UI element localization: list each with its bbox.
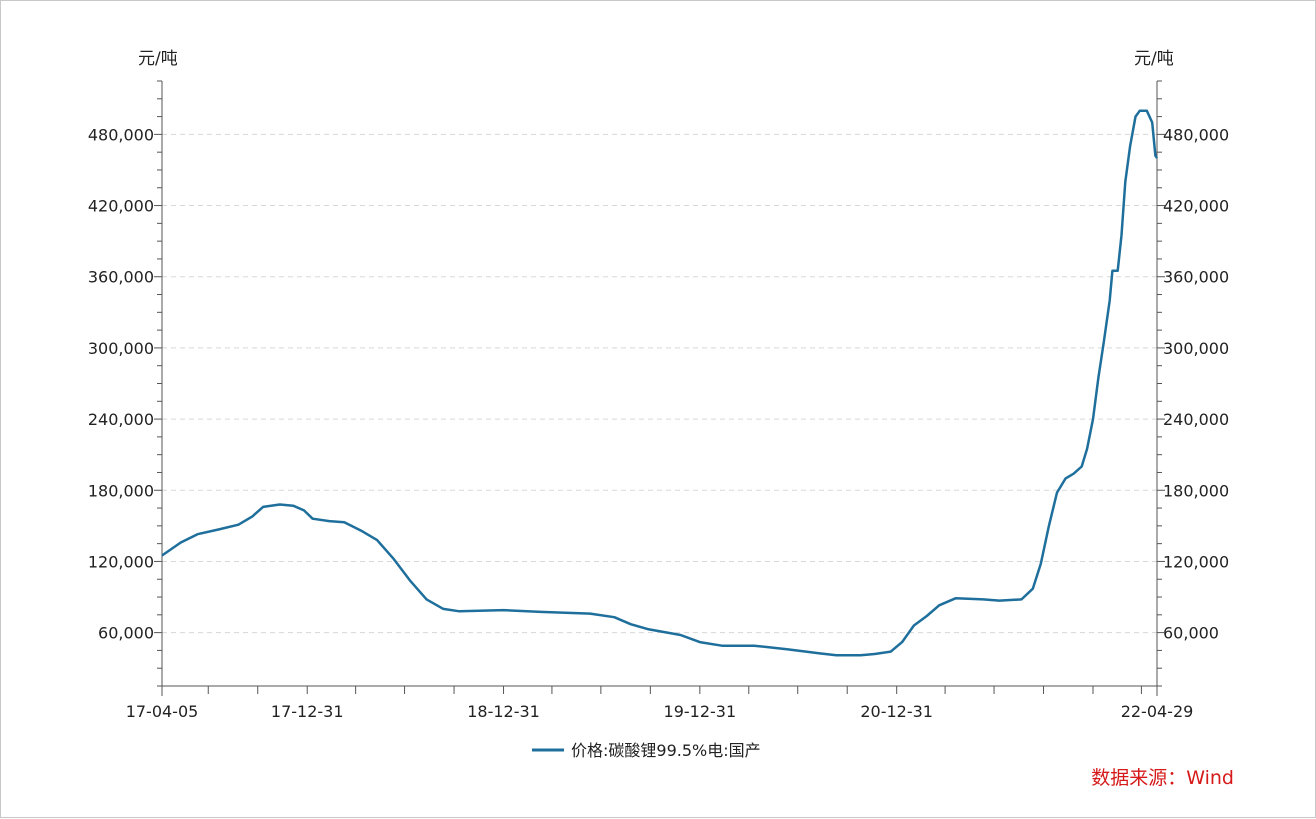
y-tick-label-right: 180,000 [1163, 481, 1229, 500]
legend: 价格:碳酸锂99.5%电:国产 [532, 741, 761, 760]
x-tick-label: 17-12-31 [271, 702, 344, 721]
source-label: 数据来源：Wind [1091, 767, 1234, 789]
y-tick-label-right: 120,000 [1163, 552, 1229, 571]
y-axis-unit-right: 元/吨 [1134, 49, 1174, 69]
series-layer [161, 109, 1159, 657]
legend-label: 价格:碳酸锂99.5%电:国产 [571, 741, 761, 760]
y-tick-label-left: 420,000 [88, 197, 154, 216]
y-tick-label-left: 360,000 [88, 268, 154, 287]
y-tick-label-left: 120,000 [88, 552, 154, 571]
y-tick-label-right: 60,000 [1163, 624, 1219, 643]
y-tick-label-left: 300,000 [88, 339, 154, 358]
x-tick-label: 22-04-29 [1121, 702, 1194, 721]
gridlines [162, 133, 1157, 634]
x-tick-label: 20-12-31 [860, 702, 933, 721]
y-tick-label-left: 240,000 [88, 410, 154, 429]
x-tick-label: 19-12-31 [664, 702, 737, 721]
y-tick-label-right: 240,000 [1163, 410, 1229, 429]
series-line-0 [161, 109, 1159, 657]
x-tick-label: 18-12-31 [467, 702, 540, 721]
y-tick-label-left: 180,000 [88, 481, 154, 500]
y-tick-label-right: 420,000 [1163, 197, 1229, 216]
y-tick-label-right: 360,000 [1163, 268, 1229, 287]
y-axis-unit-left: 元/吨 [138, 49, 178, 69]
x-tick-label: 17-04-05 [126, 702, 199, 721]
y-tick-label-right: 480,000 [1163, 125, 1229, 144]
y-tick-label-left: 60,000 [98, 624, 154, 643]
y-tick-label-left: 480,000 [88, 125, 154, 144]
axes: 60,000 60,000 120,000 120,000 180,000 180,000… [88, 80, 1229, 721]
y-tick-label-right: 300,000 [1163, 339, 1229, 358]
